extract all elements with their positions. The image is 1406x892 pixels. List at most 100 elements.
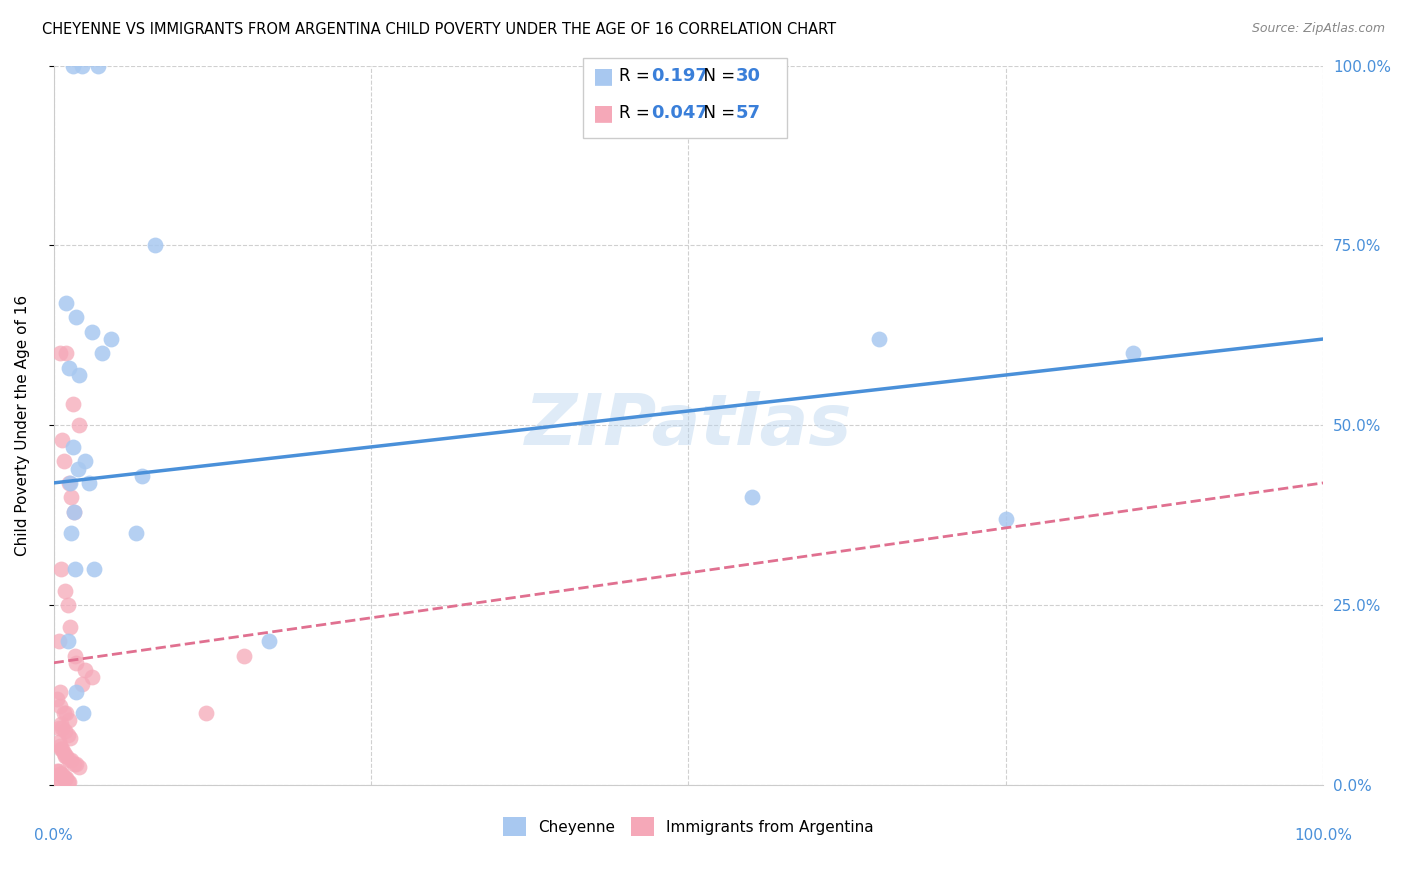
Point xyxy=(48,776,70,790)
Point xyxy=(48,634,70,648)
Point xyxy=(55,749,77,764)
Point xyxy=(75,663,97,677)
Point xyxy=(87,59,110,73)
Point xyxy=(53,771,76,785)
Point xyxy=(125,526,148,541)
Point xyxy=(80,670,103,684)
Text: CHEYENNE VS IMMIGRANTS FROM ARGENTINA CHILD POVERTY UNDER THE AGE OF 16 CORRELAT: CHEYENNE VS IMMIGRANTS FROM ARGENTINA CH… xyxy=(42,22,837,37)
Point xyxy=(53,749,76,764)
Point xyxy=(67,418,90,433)
Point xyxy=(994,512,1017,526)
Text: R =: R = xyxy=(619,67,655,85)
Point xyxy=(49,698,72,713)
Point xyxy=(90,346,112,360)
Point xyxy=(51,742,73,756)
Point xyxy=(51,767,73,781)
Point xyxy=(60,526,83,541)
Point xyxy=(56,634,79,648)
Point xyxy=(868,332,890,346)
Point xyxy=(49,739,72,753)
Point xyxy=(70,677,93,691)
Point xyxy=(53,724,76,739)
Point xyxy=(1122,346,1144,360)
Point xyxy=(51,717,73,731)
Text: 0.197: 0.197 xyxy=(651,67,707,85)
Point xyxy=(59,620,82,634)
Point xyxy=(53,583,76,598)
Point xyxy=(55,346,77,360)
Text: N =: N = xyxy=(693,104,741,122)
Point xyxy=(143,238,166,252)
Point xyxy=(52,706,75,721)
Point xyxy=(49,767,72,781)
Point xyxy=(52,746,75,760)
Point xyxy=(67,368,90,382)
Point xyxy=(233,648,256,663)
Point xyxy=(58,774,80,789)
Point xyxy=(63,505,86,519)
Text: Source: ZipAtlas.com: Source: ZipAtlas.com xyxy=(1251,22,1385,36)
Point xyxy=(67,760,90,774)
Point xyxy=(51,433,73,447)
Point xyxy=(46,691,69,706)
Point xyxy=(60,491,83,505)
Point xyxy=(75,454,97,468)
Point xyxy=(65,684,87,698)
Point xyxy=(51,721,73,735)
Text: 100.0%: 100.0% xyxy=(1295,829,1353,843)
Point xyxy=(63,756,86,771)
Point xyxy=(65,656,87,670)
Text: 57: 57 xyxy=(735,104,761,122)
Text: ■: ■ xyxy=(593,103,614,123)
Point xyxy=(63,562,86,576)
Point xyxy=(60,753,83,767)
Text: ■: ■ xyxy=(593,66,614,86)
Point xyxy=(72,706,94,721)
Point xyxy=(77,475,100,490)
Point xyxy=(58,360,80,375)
Point xyxy=(58,714,80,728)
Point xyxy=(59,731,82,746)
Point xyxy=(51,767,73,781)
Point xyxy=(194,706,217,721)
Text: R =: R = xyxy=(619,104,655,122)
Point xyxy=(51,742,73,756)
Point xyxy=(55,706,77,721)
Point xyxy=(59,475,82,490)
Point xyxy=(63,505,86,519)
Point xyxy=(52,771,75,785)
Point xyxy=(56,728,79,742)
Point xyxy=(49,684,72,698)
Point xyxy=(52,454,75,468)
Point xyxy=(259,634,281,648)
Point xyxy=(62,59,84,73)
Point xyxy=(70,59,93,73)
Point xyxy=(63,648,86,663)
Y-axis label: Child Poverty Under the Age of 16: Child Poverty Under the Age of 16 xyxy=(15,294,30,556)
Point xyxy=(48,764,70,778)
Point xyxy=(65,756,87,771)
Point xyxy=(131,468,153,483)
Point xyxy=(56,599,79,613)
Text: 0.047: 0.047 xyxy=(651,104,707,122)
Point xyxy=(65,310,87,325)
Point xyxy=(100,332,122,346)
Text: N =: N = xyxy=(693,67,741,85)
Point xyxy=(49,346,72,360)
Text: 30: 30 xyxy=(735,67,761,85)
Text: 0.0%: 0.0% xyxy=(34,829,73,843)
Legend: Cheyenne, Immigrants from Argentina: Cheyenne, Immigrants from Argentina xyxy=(498,812,880,842)
Point xyxy=(66,461,89,475)
Point xyxy=(55,296,77,310)
Point xyxy=(56,774,79,789)
Point xyxy=(46,764,69,778)
Point xyxy=(741,491,763,505)
Point xyxy=(58,753,80,767)
Point xyxy=(58,475,80,490)
Point xyxy=(48,735,70,749)
Point xyxy=(55,771,77,785)
Point xyxy=(62,397,84,411)
Point xyxy=(83,562,105,576)
Point xyxy=(48,721,70,735)
Text: ZIPatlas: ZIPatlas xyxy=(524,391,852,460)
